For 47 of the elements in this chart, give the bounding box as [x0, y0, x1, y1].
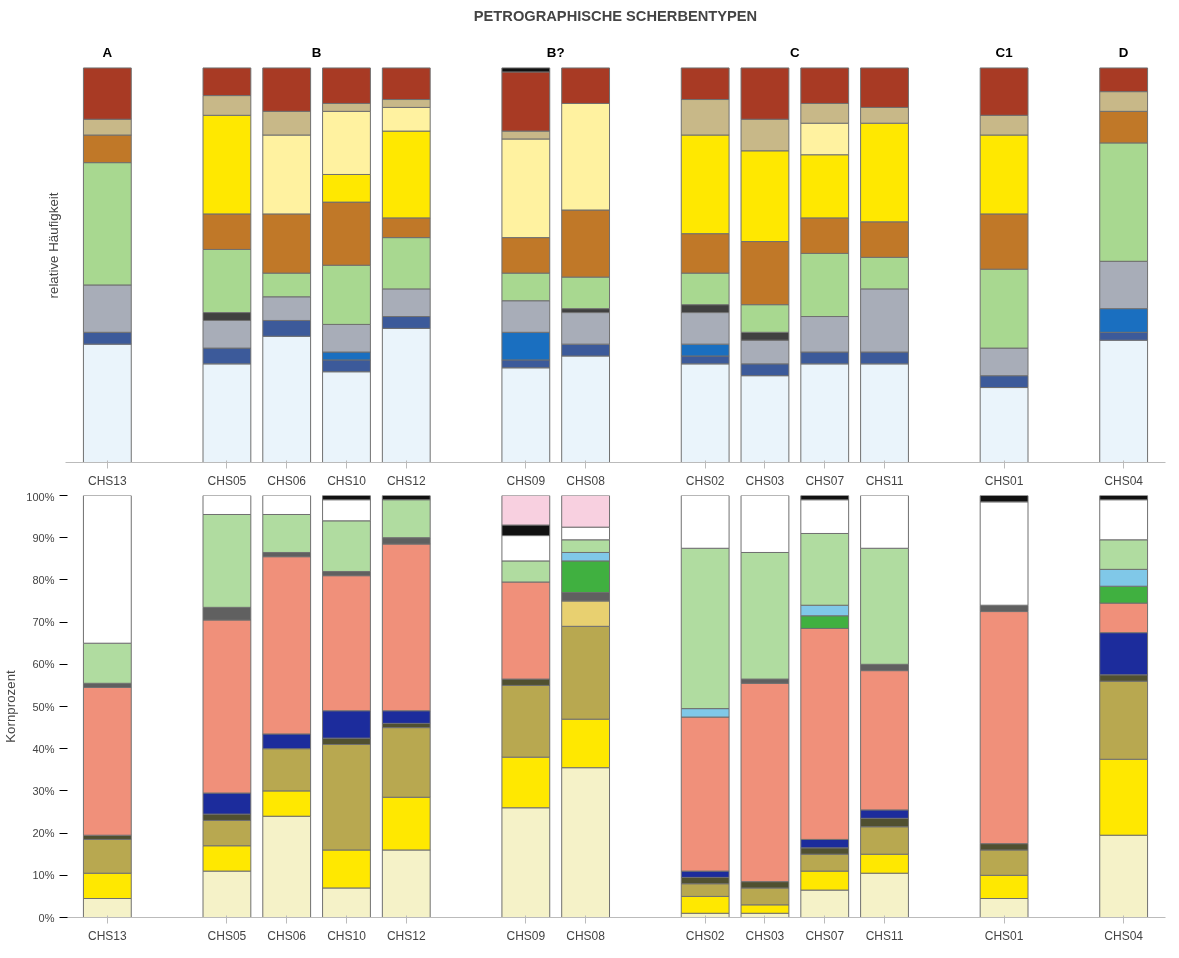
y-tick-label: 40% — [32, 742, 55, 755]
text: C — [790, 44, 801, 60]
x-tick-label: CHS02 — [685, 473, 725, 488]
x-tick-label: CHS03 — [745, 473, 785, 488]
y-axis-title: Kornprozent — [3, 669, 19, 743]
y-tick-label: 90% — [32, 531, 55, 544]
x-tick-label: CHS04 — [1104, 928, 1144, 943]
y-tick-label: 10% — [32, 869, 55, 882]
y-tick-label: 50% — [32, 700, 55, 713]
x-tick-label: CHS05 — [207, 473, 247, 488]
y-tick-label: 70% — [32, 616, 55, 629]
text: B — [311, 44, 322, 60]
x-tick-label: CHS02 — [685, 928, 725, 943]
x-tick-label: CHS08 — [566, 928, 606, 943]
text: D — [1118, 44, 1129, 60]
x-tick-label: CHS07 — [805, 928, 845, 943]
x-tick-label: CHS08 — [566, 473, 606, 488]
y-axis-title: relative Häufigkeit — [45, 192, 61, 299]
x-tick-label: CHS09 — [506, 473, 546, 488]
x-tick-label: CHS13 — [88, 928, 128, 943]
x-tick-label: CHS12 — [386, 928, 426, 943]
x-tick-label: CHS10 — [327, 473, 367, 488]
x-tick-label: CHS01 — [984, 473, 1024, 488]
x-tick-label: CHS11 — [865, 473, 904, 488]
x-tick-label: CHS01 — [984, 928, 1024, 943]
x-tick-label: CHS06 — [267, 928, 307, 943]
x-tick-label: CHS07 — [805, 473, 845, 488]
x-tick-label: CHS05 — [207, 928, 247, 943]
x-tick-label: CHS13 — [88, 473, 128, 488]
x-tick-label: CHS10 — [327, 928, 367, 943]
y-tick-label: 30% — [32, 784, 55, 797]
bar — [82, 687, 132, 836]
y-tick-label: 80% — [32, 573, 55, 586]
chart-title: PETROGRAPHISCHE SCHERBENTYPEN — [473, 7, 758, 24]
y-tick-label: 100% — [26, 490, 55, 503]
x-tick-label: CHS04 — [1104, 473, 1144, 488]
text: C1 — [995, 44, 1014, 60]
text: A — [102, 44, 113, 60]
x-tick-label: CHS11 — [865, 928, 904, 943]
y-tick-label: 60% — [32, 658, 55, 671]
y-tick-label: 0% — [38, 911, 55, 924]
x-tick-label: CHS12 — [386, 473, 426, 488]
x-tick-label: CHS03 — [745, 928, 785, 943]
y-tick-label: 20% — [32, 827, 55, 840]
x-tick-label: CHS09 — [506, 928, 546, 943]
text: B? — [546, 44, 565, 60]
x-tick-label: CHS06 — [267, 473, 307, 488]
